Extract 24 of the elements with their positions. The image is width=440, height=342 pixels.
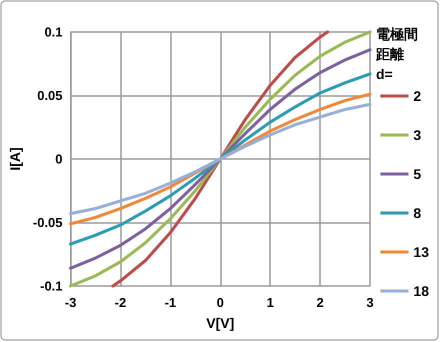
x-axis-title: V[V] <box>206 315 234 331</box>
x-tick-label: -3 <box>64 295 76 310</box>
x-tick-label: -2 <box>114 295 126 310</box>
legend-label: 13 <box>413 244 430 260</box>
x-tick-label: 2 <box>316 295 324 310</box>
y-tick-label: 0 <box>55 152 63 166</box>
x-tick-label: 0 <box>216 295 224 310</box>
line-series <box>111 30 330 288</box>
x-tick-label: -1 <box>164 295 176 310</box>
y-tick-label: 0.1 <box>44 24 63 40</box>
legend-label: 3 <box>413 127 422 143</box>
x-tick-label: 1 <box>266 295 274 310</box>
y-tick-label: -0.05 <box>32 215 63 230</box>
legend-label: 18 <box>413 283 430 299</box>
legend-label: 8 <box>413 205 422 221</box>
legend-label: 2 <box>413 88 422 104</box>
legend-label: 5 <box>413 166 422 182</box>
x-tick-label: 3 <box>366 295 374 310</box>
legend-title: 電極間距離d= <box>375 26 418 82</box>
y-tick-label: -0.1 <box>40 278 63 294</box>
y-axis-title: I[A] <box>7 147 23 171</box>
y-tick-label: 0.05 <box>37 88 63 103</box>
line-series <box>69 72 372 246</box>
line-series <box>69 102 372 216</box>
